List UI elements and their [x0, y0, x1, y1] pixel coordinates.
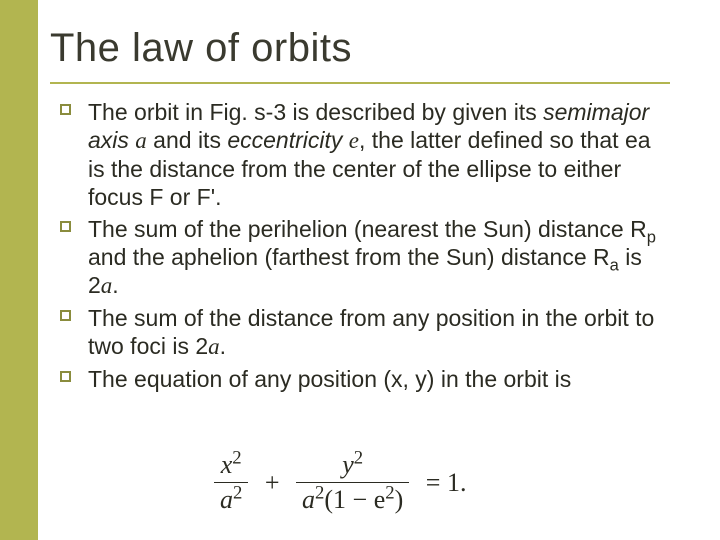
fraction-2: y2 a2(1 − e2)	[296, 450, 409, 515]
square-bullet-icon	[60, 221, 71, 232]
bullet-item: The orbit in Fig. s-3 is described by gi…	[60, 98, 670, 211]
sidebar-accent	[0, 0, 38, 540]
square-bullet-icon	[60, 104, 71, 115]
bullet-item: The sum of the distance from any positio…	[60, 304, 670, 361]
square-bullet-icon	[60, 310, 71, 321]
equals-one: = 1.	[420, 468, 473, 498]
bullet-text: The equation of any position (x, y) in t…	[88, 366, 571, 392]
bullet-item: The sum of the perihelion (nearest the S…	[60, 215, 670, 300]
plus-sign: +	[259, 468, 286, 498]
slide: The law of orbits The orbit in Fig. s-3 …	[0, 0, 720, 540]
bullet-item: The equation of any position (x, y) in t…	[60, 365, 670, 393]
bullet-text: The sum of the distance from any positio…	[88, 305, 654, 359]
body-content: The orbit in Fig. s-3 is described by gi…	[60, 98, 670, 397]
fraction-1: x2 a2	[214, 450, 248, 515]
orbit-equation: x2 a2 + y2 a2(1 − e2) = 1.	[210, 450, 550, 515]
square-bullet-icon	[60, 371, 71, 382]
bullet-text: The orbit in Fig. s-3 is described by gi…	[88, 99, 651, 210]
title-rule	[50, 82, 670, 84]
slide-title: The law of orbits	[50, 26, 352, 71]
bullet-text: The sum of the perihelion (nearest the S…	[88, 216, 656, 298]
